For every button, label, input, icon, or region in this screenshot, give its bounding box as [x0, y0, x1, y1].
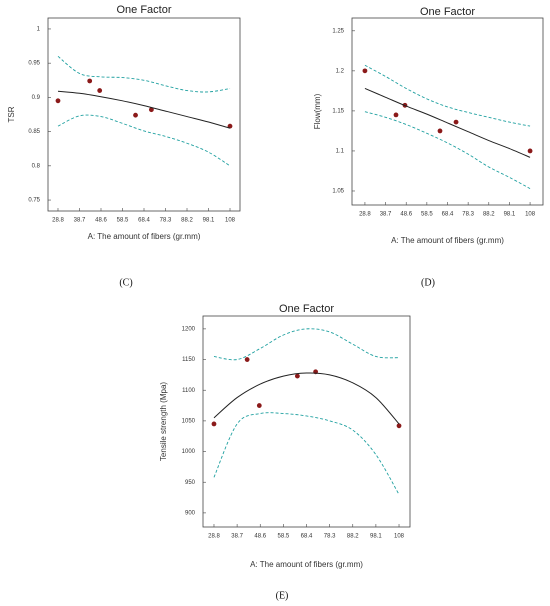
y-tick-label: 0.8 — [32, 163, 41, 169]
y-tick-label: 1.25 — [332, 28, 344, 34]
x-tick-label: 38.7 — [231, 534, 243, 540]
x-tick-label: 108 — [394, 534, 405, 540]
y-tick-label: 1.1 — [336, 149, 345, 155]
x-tick-label: 108 — [525, 212, 536, 218]
x-tick-label: 108 — [225, 218, 236, 224]
data-point — [87, 78, 93, 84]
x-tick-label: 88.2 — [347, 534, 359, 540]
data-point — [211, 421, 217, 427]
x-tick-label: 78.3 — [324, 534, 336, 540]
panel-label: (E) — [276, 590, 289, 601]
x-tick-label: 78.3 — [160, 218, 172, 224]
x-tick-label: 28.8 — [208, 534, 220, 540]
x-tick-label: 58.5 — [421, 212, 433, 218]
y-axis-label: TSR — [7, 106, 16, 122]
data-point — [148, 107, 154, 113]
plot-area — [351, 17, 544, 206]
x-tick-label: 38.7 — [380, 212, 392, 218]
y-tick-label: 1100 — [182, 388, 196, 394]
x-tick-label: 98.1 — [203, 218, 215, 224]
x-tick-label: 88.2 — [181, 218, 193, 224]
confidence-band — [57, 55, 231, 93]
chart-title: One Factor — [279, 303, 334, 315]
data-point — [527, 148, 533, 154]
x-tick-label: 38.7 — [74, 218, 86, 224]
x-tick-label: 98.1 — [504, 212, 516, 218]
y-tick-label: 1.15 — [332, 108, 344, 114]
confidence-band — [213, 412, 400, 495]
y-axis-label: Tensile strength (Mpa) — [159, 382, 168, 461]
y-tick-label: 1.2 — [336, 68, 345, 74]
panel-label: (D) — [421, 277, 435, 288]
y-tick-label: 1000 — [182, 449, 196, 455]
x-tick-label: 48.6 — [254, 534, 266, 540]
confidence-band — [57, 114, 231, 167]
y-tick-label: 1050 — [182, 418, 196, 424]
x-tick-label: 68.4 — [138, 218, 150, 224]
x-tick-label: 28.8 — [52, 218, 64, 224]
x-axis-label: A: The amount of fibers (gr.mm) — [88, 232, 201, 241]
data-point — [244, 357, 250, 362]
x-tick-label: 88.2 — [483, 212, 495, 218]
x-tick-label: 58.5 — [117, 218, 129, 224]
x-tick-label: 78.3 — [462, 212, 474, 218]
x-tick-label: 98.1 — [370, 534, 382, 540]
confidence-band — [364, 64, 531, 127]
x-axis-label: A: The amount of fibers (gr.mm) — [250, 560, 363, 569]
y-tick-label: 0.9 — [32, 95, 41, 101]
x-tick-label: 68.4 — [442, 212, 454, 218]
y-tick-label: 0.75 — [28, 198, 40, 204]
plot-area — [202, 315, 411, 528]
data-point — [133, 112, 138, 118]
x-tick-label: 48.6 — [400, 212, 412, 218]
x-tick-label: 68.4 — [301, 534, 313, 540]
data-point — [55, 98, 61, 104]
y-tick-label: 1150 — [182, 357, 196, 363]
confidence-band — [213, 328, 400, 361]
plot-area — [47, 17, 241, 212]
fit-line — [57, 90, 231, 129]
data-point — [362, 68, 368, 74]
y-tick-label: 1200 — [182, 326, 196, 332]
x-axis-label: A: The amount of fibers (gr.mm) — [391, 236, 504, 245]
y-tick-label: 1.05 — [332, 189, 344, 195]
x-tick-label: 28.8 — [359, 212, 371, 218]
y-tick-label: 0.95 — [28, 61, 40, 67]
data-point — [393, 112, 399, 118]
data-point — [453, 119, 459, 125]
y-tick-label: 950 — [185, 480, 196, 486]
y-tick-label: 0.85 — [28, 129, 40, 135]
y-tick-label: 900 — [185, 510, 196, 516]
x-tick-label: 58.5 — [278, 534, 290, 540]
fit-line — [213, 372, 400, 425]
data-point — [294, 373, 300, 379]
data-point — [256, 403, 262, 408]
y-tick-label: 1 — [37, 27, 41, 33]
data-point — [437, 128, 443, 134]
fit-line — [364, 88, 531, 158]
x-tick-label: 48.6 — [95, 218, 107, 224]
data-point — [97, 88, 103, 93]
chart-title: One Factor — [116, 4, 171, 16]
chart-title: One Factor — [420, 6, 475, 18]
data-point — [396, 423, 402, 429]
y-axis-label: Flow(mm) — [313, 93, 322, 129]
confidence-band — [364, 111, 531, 189]
panel-label: (C) — [119, 277, 132, 288]
